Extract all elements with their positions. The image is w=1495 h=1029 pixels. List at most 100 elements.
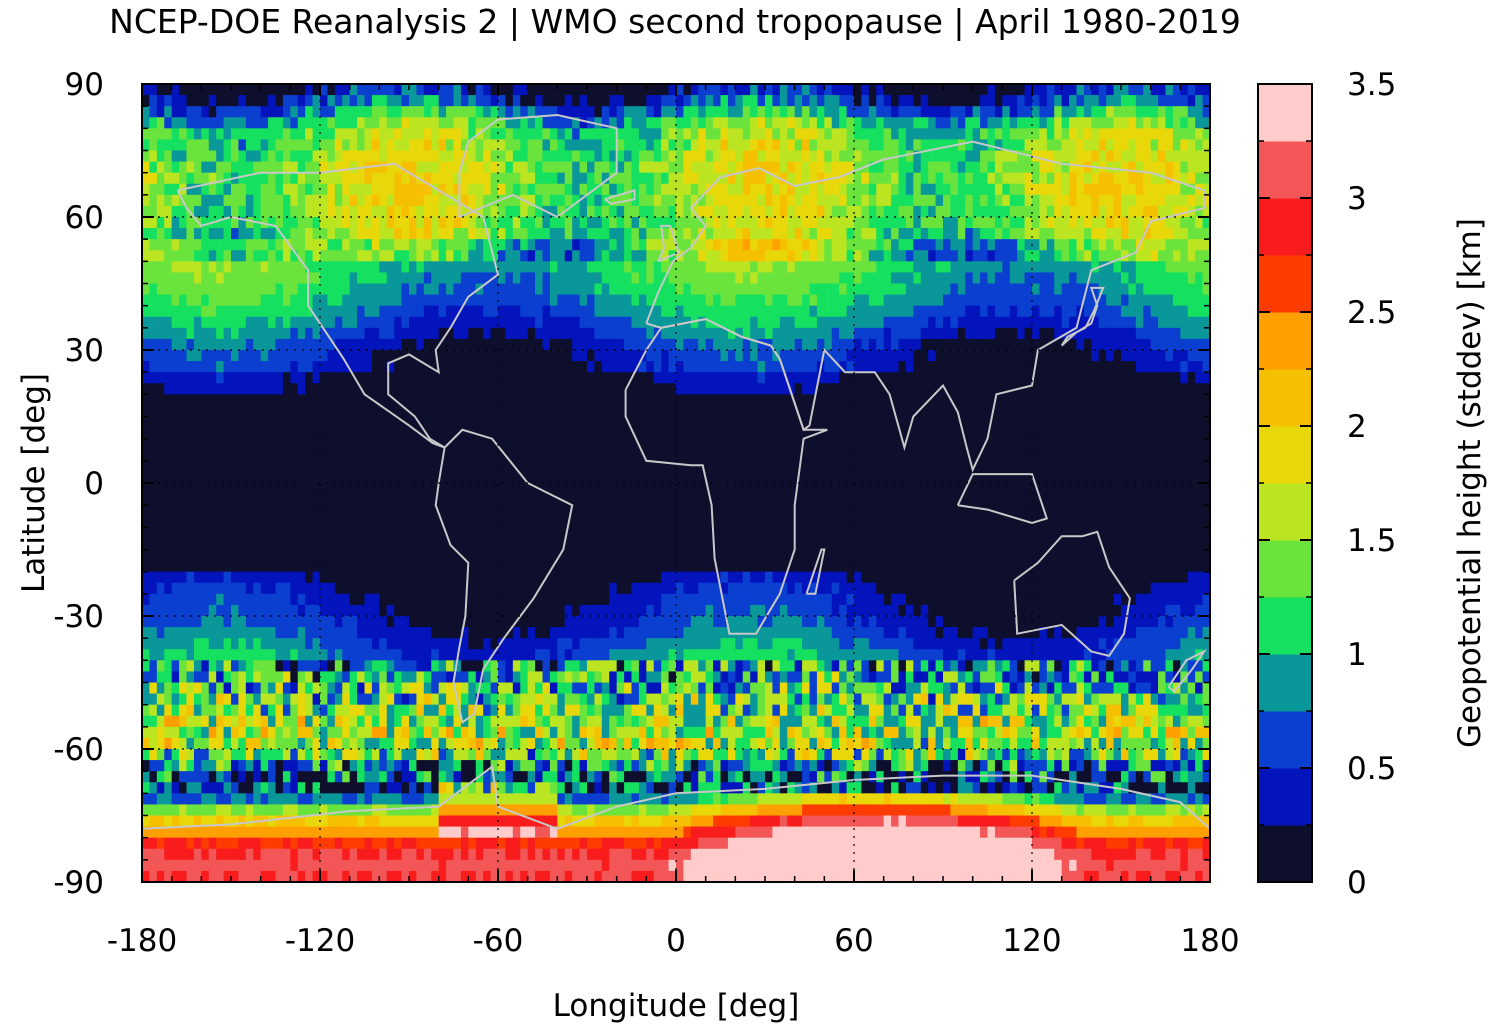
heatmap-cell <box>520 250 529 262</box>
heatmap-cell <box>446 217 455 229</box>
heatmap-cell <box>616 128 625 141</box>
heatmap-cell <box>1180 250 1189 262</box>
heatmap-cell <box>987 394 996 407</box>
heatmap-cell <box>527 305 536 318</box>
heatmap-cell <box>142 194 151 207</box>
heatmap-cell <box>1195 361 1204 373</box>
heatmap-cell <box>1106 438 1115 451</box>
heatmap-cell <box>349 361 358 373</box>
heatmap-cell <box>371 316 380 329</box>
heatmap-cell <box>1121 239 1130 251</box>
heatmap-cell <box>668 161 677 174</box>
heatmap-cell <box>765 128 774 141</box>
heatmap-cell <box>253 327 262 340</box>
heatmap-cell <box>282 305 291 318</box>
heatmap-cell <box>1106 316 1115 329</box>
heatmap-cell <box>720 460 729 473</box>
heatmap-cell <box>357 84 366 96</box>
heatmap-cell <box>446 172 455 185</box>
heatmap-cell <box>705 128 714 141</box>
heatmap-cell <box>891 305 900 318</box>
heatmap-cell <box>987 128 996 141</box>
heatmap-cell <box>498 327 507 340</box>
heatmap-cell <box>587 106 596 118</box>
heatmap-cell <box>653 217 662 229</box>
heatmap-cell <box>1158 194 1167 207</box>
heatmap-cell <box>290 327 299 340</box>
heatmap-cell <box>527 283 536 296</box>
heatmap-cell <box>142 372 151 384</box>
heatmap-cell <box>787 228 796 240</box>
heatmap-cell <box>713 183 722 196</box>
heatmap-cell <box>275 361 284 373</box>
heatmap-cell <box>208 150 217 163</box>
heatmap-cell <box>1187 128 1196 141</box>
heatmap-cell <box>290 217 299 229</box>
heatmap-cell <box>1009 294 1018 307</box>
heatmap-cell <box>446 361 455 373</box>
heatmap-cell <box>594 84 603 96</box>
heatmap-cell <box>260 416 269 429</box>
heatmap-cell <box>260 150 269 163</box>
heatmap-cell <box>327 383 336 395</box>
heatmap-cell <box>690 427 699 440</box>
heatmap-cell <box>483 161 492 174</box>
heatmap-cell <box>349 372 358 384</box>
heatmap-cell <box>1032 117 1041 129</box>
heatmap-cell <box>1158 217 1167 229</box>
heatmap-cell <box>609 139 618 152</box>
heatmap-cell <box>357 327 366 340</box>
heatmap-cell <box>557 338 566 351</box>
heatmap-cell <box>1113 139 1122 152</box>
heatmap-cell <box>772 416 781 429</box>
heatmap-cell <box>972 194 981 207</box>
heatmap-cell <box>520 338 529 351</box>
heatmap-cell <box>164 405 173 418</box>
heatmap-cell <box>223 416 232 429</box>
heatmap-cell <box>1180 372 1189 384</box>
heatmap-cell <box>371 405 380 418</box>
heatmap-cell <box>542 316 551 329</box>
heatmap-cell <box>423 84 432 96</box>
heatmap-cell <box>950 327 959 340</box>
heatmap-cell <box>846 150 855 163</box>
heatmap-cell <box>253 394 262 407</box>
heatmap-cell <box>690 84 699 96</box>
heatmap-cell <box>357 449 366 462</box>
heatmap-cell <box>186 106 195 118</box>
heatmap-cell <box>201 205 210 218</box>
heatmap-cell <box>1091 449 1100 462</box>
heatmap-cell <box>156 161 165 174</box>
heatmap-cell <box>557 449 566 462</box>
heatmap-cell <box>297 194 306 207</box>
heatmap-cell <box>905 95 914 107</box>
heatmap-cell <box>193 139 202 152</box>
heatmap-cell <box>379 139 388 152</box>
heatmap-cell <box>231 438 240 451</box>
heatmap-cell <box>854 383 863 395</box>
heatmap-cell <box>149 250 158 262</box>
heatmap-cell <box>446 150 455 163</box>
heatmap-cell <box>453 338 462 351</box>
heatmap-cell <box>334 427 343 440</box>
heatmap-cell <box>868 228 877 240</box>
heatmap-cell <box>305 117 314 129</box>
heatmap-cell <box>854 338 863 351</box>
heatmap-cell <box>483 95 492 107</box>
heatmap-cell <box>475 117 484 129</box>
heatmap-cell <box>446 84 455 96</box>
heatmap-cell <box>787 305 796 318</box>
heatmap-cell <box>816 416 825 429</box>
heatmap-cell <box>512 228 521 240</box>
heatmap-cell <box>460 139 469 152</box>
heatmap-cell <box>245 239 254 251</box>
heatmap-cell <box>498 250 507 262</box>
heatmap-cell <box>854 427 863 440</box>
heatmap-cell <box>913 372 922 384</box>
heatmap-cell <box>1143 261 1152 274</box>
heatmap-cell <box>816 161 825 174</box>
heatmap-cell <box>186 261 195 274</box>
heatmap-cell <box>334 261 343 274</box>
heatmap-cell <box>957 250 966 262</box>
heatmap-cell <box>609 316 618 329</box>
